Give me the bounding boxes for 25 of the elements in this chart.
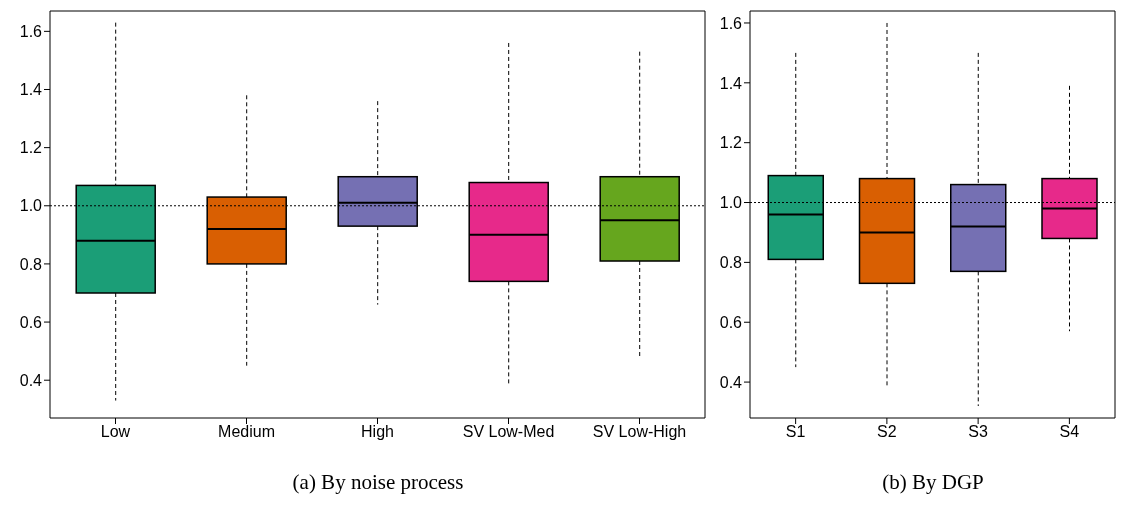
text: (a) By noise process: [291, 470, 465, 495]
y-tick-label: 1.2: [719, 134, 743, 152]
y-tick-label: 0.4: [19, 371, 43, 389]
y-tick-label: 1.4: [19, 81, 43, 99]
x-tick-label: Medium: [218, 423, 275, 441]
y-tick-label: 0.4: [719, 373, 743, 391]
y-tick-label: 1.2: [19, 139, 43, 157]
y-tick-label: 0.8: [19, 255, 43, 273]
y-tick-label: 1.6: [19, 23, 43, 41]
x-tick-label: SV Low-Med: [462, 423, 555, 441]
y-tick-label: 1.4: [719, 74, 743, 92]
x-tick-label: S1: [785, 423, 806, 441]
y-tick-label: 1.6: [719, 14, 743, 32]
y-tick-label: 1.0: [19, 197, 43, 215]
x-tick-label: SV Low-High: [592, 423, 687, 441]
y-tick-label: 0.6: [19, 313, 43, 331]
y-tick-label: 0.8: [719, 254, 743, 272]
y-tick-label: 1.0: [719, 194, 743, 212]
text: (b) By DGP: [881, 470, 985, 495]
x-tick-label: Low: [100, 423, 131, 441]
x-tick-label: S3: [968, 423, 989, 441]
y-tick-label: 0.6: [719, 313, 743, 331]
x-tick-label: High: [361, 423, 394, 441]
x-tick-label: S2: [877, 423, 897, 441]
x-tick-label: S4: [1059, 423, 1080, 441]
